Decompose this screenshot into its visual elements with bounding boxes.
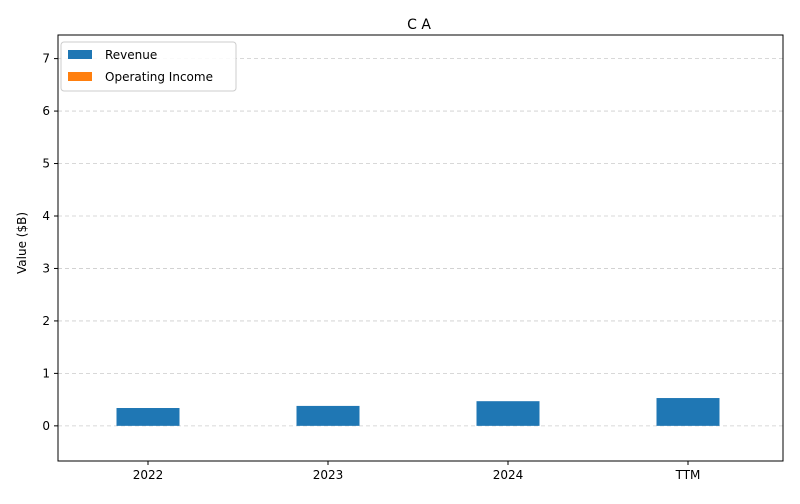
y-axis-label: Value ($B) (15, 212, 29, 274)
y-tick-label: 5 (42, 157, 50, 171)
y-tick-label: 2 (42, 314, 50, 328)
legend-label-revenue: Revenue (105, 48, 157, 62)
x-tick-label: 2023 (313, 468, 344, 482)
y-axis-ticks: 0 1 2 3 4 5 6 7 (42, 52, 58, 433)
legend-swatch-operating-income (68, 72, 92, 81)
bar-revenue (476, 401, 540, 426)
y-tick-label: 0 (42, 419, 50, 433)
legend: Revenue Operating Income (60, 41, 237, 92)
grid-lines (58, 58, 783, 427)
y-tick-label: 3 (42, 261, 50, 275)
bar-revenue (656, 398, 720, 426)
bars (116, 398, 720, 426)
x-tick-label: 2022 (133, 468, 164, 482)
y-tick-label: 4 (42, 209, 50, 223)
x-tick-label: 2024 (493, 468, 524, 482)
legend-box (60, 41, 237, 92)
y-tick-label: 7 (42, 52, 50, 66)
x-tick-label: TTM (675, 468, 701, 482)
bar-revenue (296, 405, 360, 426)
y-tick-label: 6 (42, 104, 50, 118)
legend-label-operating-income: Operating Income (105, 70, 213, 84)
x-axis-ticks: 2022 2023 2024 TTM (133, 461, 701, 482)
y-tick-label: 1 (42, 366, 50, 380)
plot-frame (57, 34, 784, 462)
bar-revenue (116, 408, 180, 426)
chart-title: C A (407, 17, 431, 33)
legend-swatch-revenue (68, 50, 92, 59)
